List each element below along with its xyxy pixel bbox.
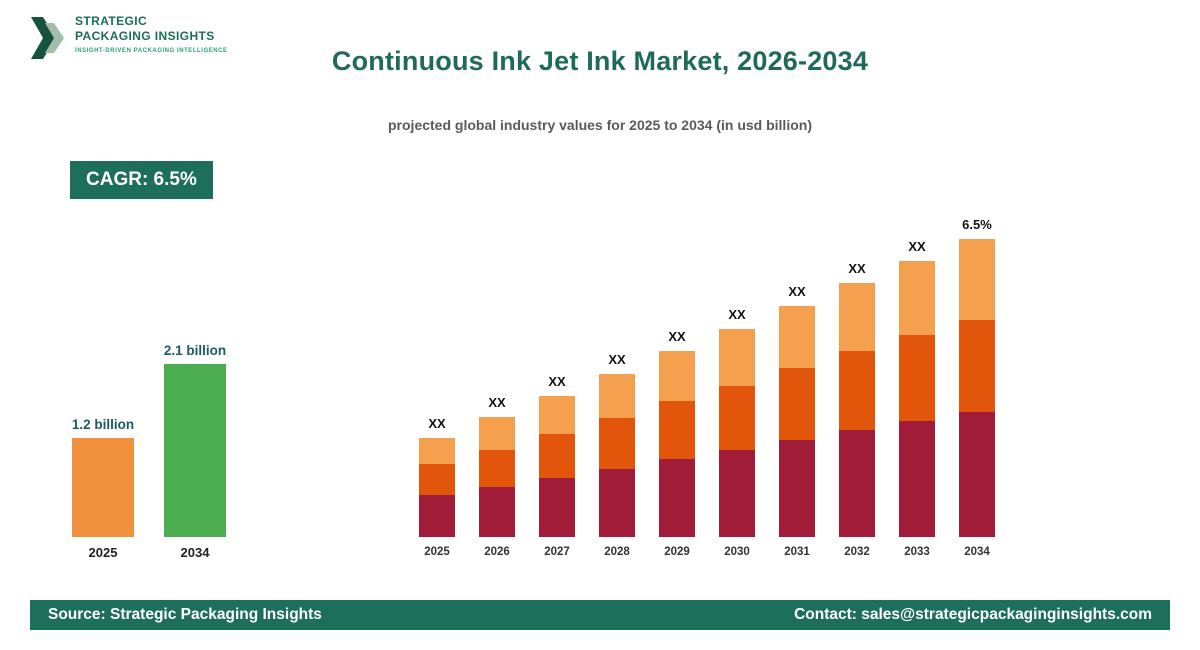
stacked-bar (839, 283, 875, 537)
stacked-segment-top (839, 283, 875, 351)
brand-tagline: INSIGHT-DRIVEN PACKAGING INTELLIGENCE (75, 48, 228, 54)
stacked-year-label: 2030 (724, 546, 750, 558)
stacked-bar (479, 417, 515, 537)
stacked-bar (959, 239, 995, 537)
stacked-bar-value-label: XX (908, 239, 926, 254)
brand-name-line2: PACKAGING INSIGHTS (75, 29, 215, 43)
stacked-bar-group: 6.5% 2034 (959, 207, 995, 559)
summary-bar-chart: 1.2 billion 2025 2.1 billion 2034 (72, 300, 226, 560)
stacked-segment-middle (539, 434, 575, 478)
stacked-bar (599, 374, 635, 537)
summary-bar (164, 364, 226, 537)
stacked-segment-bottom (719, 450, 755, 537)
stacked-bar-value-label: XX (548, 374, 566, 389)
stacked-bar (719, 329, 755, 537)
stacked-bar (779, 306, 815, 537)
stacked-bar-group: XX 2031 (779, 207, 815, 559)
stacked-bar (539, 396, 575, 537)
stacked-year-label: 2026 (484, 546, 510, 558)
summary-year-label: 2025 (88, 545, 118, 560)
stacked-segment-middle (719, 386, 755, 450)
stacked-segment-top (479, 417, 515, 450)
stacked-bar-value-label: XX (788, 284, 806, 299)
stacked-segment-middle (659, 401, 695, 459)
stacked-segment-bottom (419, 495, 455, 537)
stacked-bar-group: XX 2025 (419, 207, 455, 559)
summary-value-label: 2.1 billion (163, 343, 227, 358)
stacked-segment-middle (479, 450, 515, 487)
stacked-bar-value-label: XX (728, 307, 746, 322)
footer-bar: Source: Strategic Packaging Insights Con… (30, 600, 1170, 630)
stacked-bar-value-label: 6.5% (962, 217, 992, 232)
stacked-bar (899, 261, 935, 537)
stacked-year-label: 2029 (664, 546, 690, 558)
stacked-segment-top (719, 329, 755, 386)
stacked-year-label: 2031 (784, 546, 810, 558)
stacked-bar-group: XX 2026 (479, 207, 515, 559)
stacked-segment-bottom (899, 421, 935, 537)
page-subtitle: projected global industry values for 202… (388, 117, 812, 133)
stacked-bar-value-label: XX (488, 395, 506, 410)
brand-text: STRATEGIC PACKAGING INSIGHTS INSIGHT-DRI… (75, 14, 228, 54)
stacked-bar (659, 351, 695, 537)
brand-name-line1: STRATEGIC (75, 14, 148, 28)
stacked-segment-bottom (659, 459, 695, 537)
stacked-segment-top (899, 261, 935, 335)
stacked-year-label: 2032 (844, 546, 870, 558)
stacked-segment-middle (419, 464, 455, 495)
stacked-bar-value-label: XX (428, 416, 446, 431)
brand-logo: STRATEGIC PACKAGING INSIGHTS INSIGHT-DRI… (30, 14, 228, 62)
summary-year-label: 2034 (180, 545, 210, 560)
stacked-segment-top (599, 374, 635, 418)
stacked-year-label: 2028 (604, 546, 630, 558)
page-title: Continuous Ink Jet Ink Market, 2026-2034 (331, 46, 869, 76)
footer-contact: Contact: sales@strategicpackaginginsight… (794, 606, 1152, 623)
stacked-bar-value-label: XX (608, 352, 626, 367)
stacked-segment-top (659, 351, 695, 401)
stacked-bar-group: XX 2030 (719, 207, 755, 559)
stacked-segment-middle (599, 418, 635, 469)
stacked-segment-middle (779, 368, 815, 440)
stacked-segment-bottom (779, 440, 815, 537)
stacked-bar-group: XX 2032 (839, 207, 875, 559)
stacked-bar-group: XX 2029 (659, 207, 695, 559)
stacked-year-label: 2034 (964, 546, 990, 558)
stacked-bar-group: XX 2028 (599, 207, 635, 559)
summary-bar (72, 438, 134, 537)
stacked-segment-bottom (479, 487, 515, 537)
stacked-segment-bottom (839, 430, 875, 537)
cagr-badge: CAGR: 6.5% (70, 161, 213, 199)
projection-stacked-chart: XX 2025 XX 2026 XX 2027 XX 2028 XX 2029 XX 2030 XX 20… (419, 207, 995, 559)
stacked-segment-bottom (599, 469, 635, 537)
stacked-bar (419, 438, 455, 537)
stacked-bar-value-label: XX (848, 261, 866, 276)
stacked-year-label: 2027 (544, 546, 570, 558)
stacked-segment-top (959, 239, 995, 320)
stacked-segment-bottom (959, 412, 995, 537)
stacked-bar-value-label: XX (668, 329, 686, 344)
stacked-segment-top (779, 306, 815, 368)
summary-value-label: 1.2 billion (71, 417, 135, 432)
stacked-segment-bottom (539, 478, 575, 537)
stacked-year-label: 2033 (904, 546, 930, 558)
stacked-segment-middle (959, 320, 995, 412)
summary-bar-group: 2.1 billion 2034 (164, 300, 226, 560)
stacked-bar-group: XX 2027 (539, 207, 575, 559)
stacked-segment-top (419, 438, 455, 464)
stacked-segment-middle (839, 351, 875, 430)
summary-bar-group: 1.2 billion 2025 (72, 300, 134, 560)
stacked-segment-top (539, 396, 575, 434)
chevrons-icon (31, 17, 64, 59)
stacked-year-label: 2025 (424, 546, 450, 558)
footer-source: Source: Strategic Packaging Insights (48, 606, 322, 623)
stacked-bar-group: XX 2033 (899, 207, 935, 559)
stacked-segment-middle (899, 335, 935, 421)
